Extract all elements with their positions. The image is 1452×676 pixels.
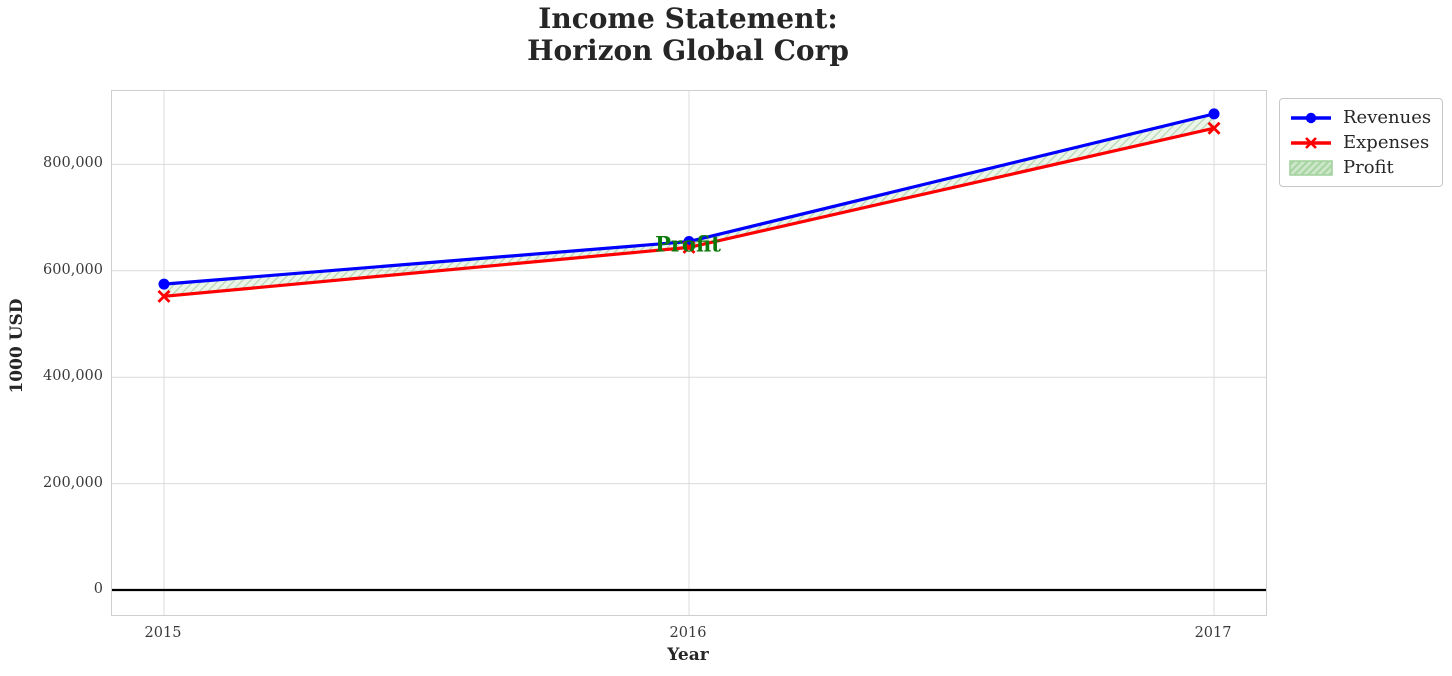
plot-area bbox=[111, 90, 1267, 616]
expenses-line-icon bbox=[1291, 136, 1331, 149]
y-tick-label: 200,000 bbox=[43, 474, 103, 491]
chart-title: Income Statement: Horizon Global Corp bbox=[388, 3, 988, 67]
profit-annotation: Profit bbox=[655, 231, 721, 257]
legend: Revenues Expenses Profit bbox=[1279, 98, 1443, 187]
legend-item-expenses: Expenses bbox=[1289, 130, 1433, 155]
chart-title-line1: Income Statement: bbox=[538, 2, 838, 35]
expenses-marker bbox=[1207, 121, 1221, 135]
profit-hatch-icon bbox=[1289, 159, 1333, 176]
expenses-marker bbox=[157, 289, 171, 303]
expenses-marker bbox=[682, 240, 696, 254]
y-tick-label: 0 bbox=[93, 580, 103, 597]
legend-label-expenses: Expenses bbox=[1343, 132, 1430, 153]
x-axis-label: Year bbox=[667, 645, 709, 665]
y-tick-label: 400,000 bbox=[43, 368, 103, 385]
y-tick-label: 800,000 bbox=[43, 155, 103, 172]
legend-item-profit: Profit bbox=[1289, 155, 1433, 180]
chart-title-line2: Horizon Global Corp bbox=[527, 34, 849, 67]
revenues-marker bbox=[158, 278, 170, 290]
legend-label-revenues: Revenues bbox=[1343, 107, 1432, 128]
x-tick-label: 2015 bbox=[144, 625, 182, 641]
plot-canvas bbox=[112, 91, 1266, 615]
revenues-line-icon bbox=[1291, 112, 1331, 123]
y-axis-label: 1000 USD bbox=[7, 298, 27, 394]
profit-fill-hatch bbox=[163, 113, 1215, 297]
y-tick-label: 600,000 bbox=[43, 261, 103, 278]
legend-label-profit: Profit bbox=[1343, 157, 1394, 178]
legend-item-revenues: Revenues bbox=[1289, 105, 1433, 130]
x-tick-label: 2016 bbox=[669, 625, 707, 641]
x-tick-label: 2017 bbox=[1194, 625, 1232, 641]
revenues-marker bbox=[1208, 108, 1220, 120]
